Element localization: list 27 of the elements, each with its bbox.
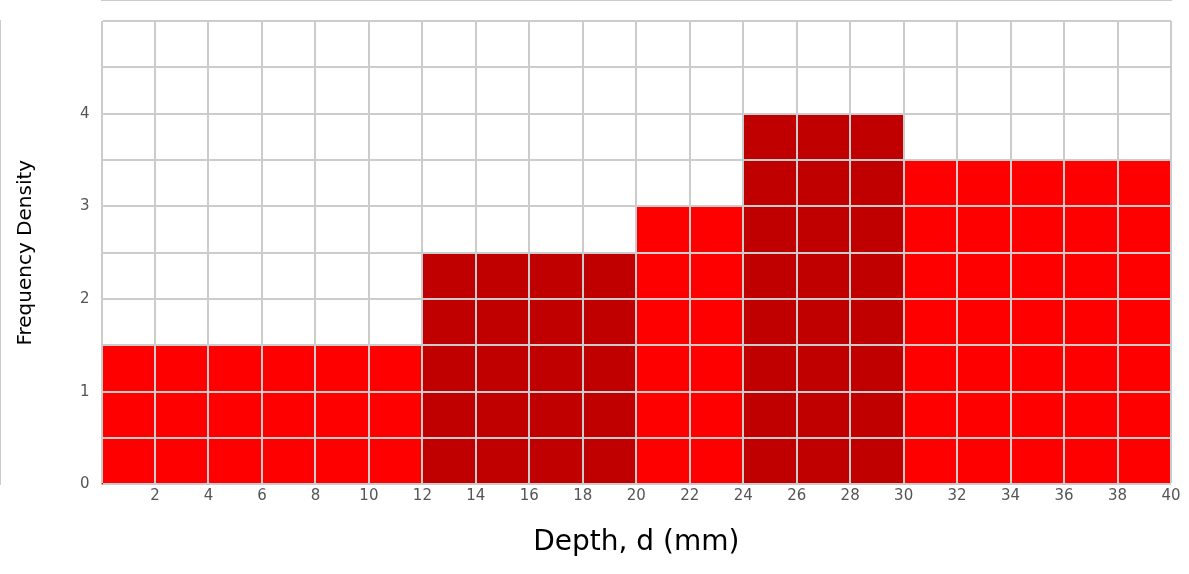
x-tick-label: 40: [1161, 486, 1181, 505]
x-tick-label: 24: [733, 486, 753, 505]
y-axis-title: Frequency Density: [12, 159, 37, 346]
y-tick-label: 1: [80, 381, 90, 400]
x-tick-label: 6: [257, 486, 267, 505]
x-tick-label: 22: [680, 486, 700, 505]
y-tick-label: 0: [80, 474, 90, 493]
x-tick-label: 30: [894, 486, 914, 505]
x-tick-label: 38: [1107, 486, 1128, 505]
x-tick-label: 18: [573, 486, 593, 505]
y-tick-label: 4: [80, 103, 90, 122]
x-tick-label: 28: [840, 486, 860, 505]
x-tick-label: 34: [1001, 486, 1021, 505]
x-tick-label: 26: [787, 486, 807, 505]
x-tick-label: 8: [310, 486, 321, 505]
x-tick-label: 4: [203, 486, 214, 505]
x-tick-label: 36: [1054, 486, 1074, 505]
x-tick-label: 32: [947, 486, 967, 505]
y-tick-label: 2: [80, 288, 90, 307]
x-tick-label: 12: [412, 486, 432, 505]
x-tick-label: 20: [626, 486, 646, 505]
x-tick-label: 10: [359, 486, 379, 505]
y-tick-label: 3: [80, 196, 90, 215]
x-tick-label: 2: [150, 486, 160, 505]
x-tick-label: 16: [519, 486, 539, 505]
x-axis-title: Depth, d (mm): [533, 524, 740, 558]
x-tick-label: 14: [466, 486, 486, 505]
